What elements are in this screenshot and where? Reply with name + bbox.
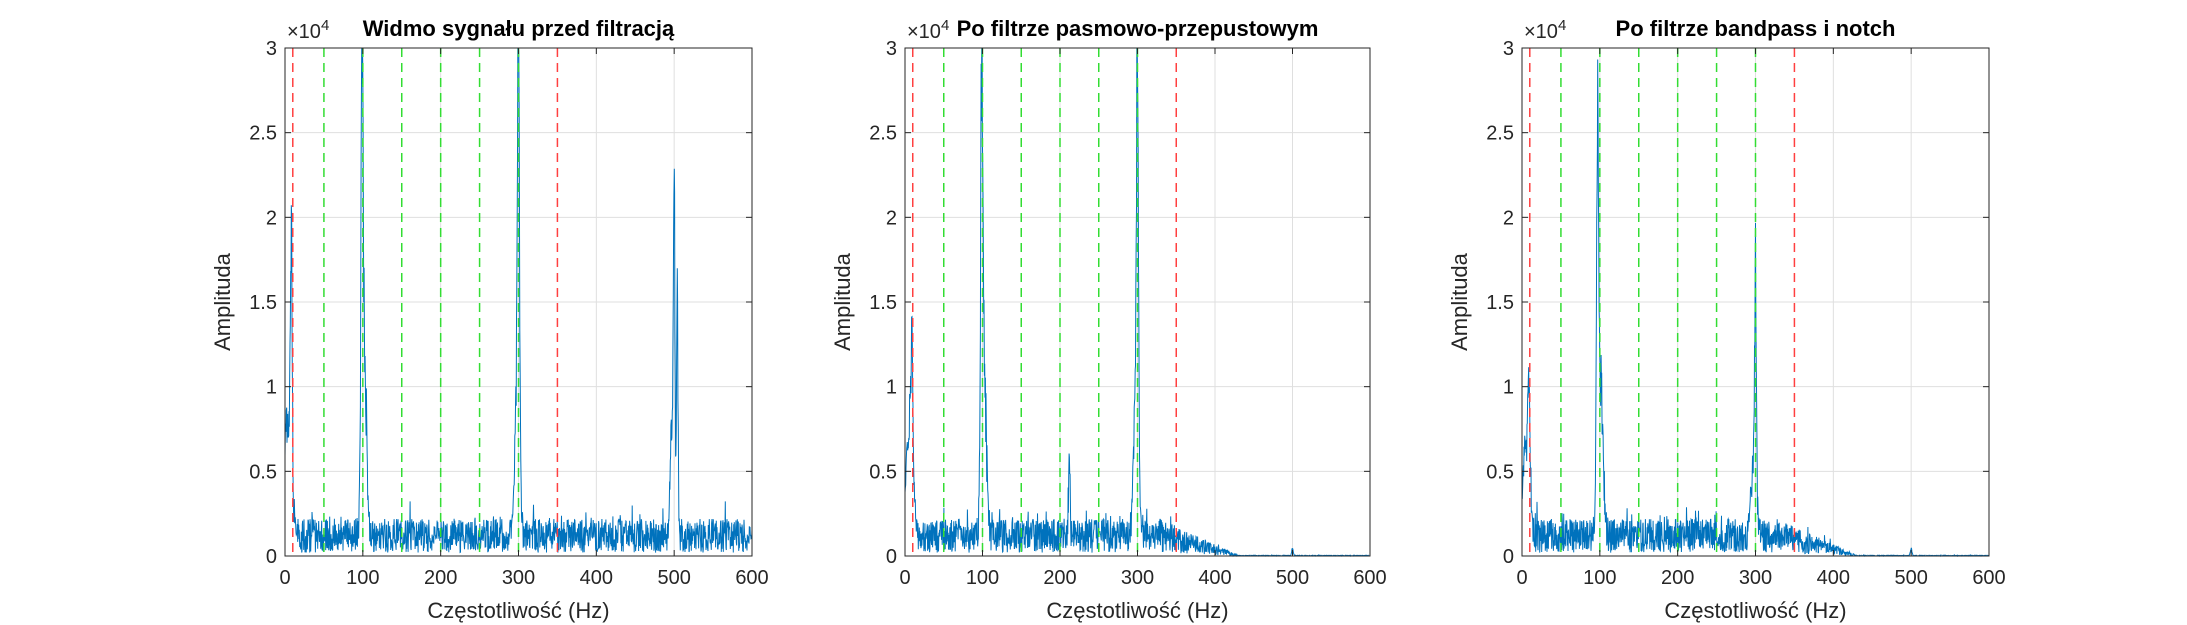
y-tick-label: 2 bbox=[1503, 207, 1514, 229]
y-tick-label: 1.5 bbox=[1486, 292, 1514, 314]
chart-panel-1: 0 100 200 300 400 500 600 0 0.5 1 1.5 2 2.5 3 ×104 Widm… bbox=[210, 16, 769, 623]
x-tick-label: 500 bbox=[1894, 567, 1927, 589]
signal-spectrum-line bbox=[904, 47, 1371, 558]
x-tick-label: 400 bbox=[580, 567, 613, 589]
y-axis-label: Amplituda bbox=[210, 252, 235, 351]
y-tick-label: 1.5 bbox=[249, 292, 277, 314]
y-tick-label: 2 bbox=[266, 207, 277, 229]
x-tick-label: 200 bbox=[1661, 567, 1694, 589]
y-tick-label: 2.5 bbox=[869, 123, 897, 145]
chart-title: Po filtrze pasmowo-przepustowym bbox=[957, 16, 1319, 41]
signal-spectrum-line bbox=[1521, 59, 1990, 558]
y-tick-label: 3 bbox=[886, 38, 897, 60]
y-tick-label: 0.5 bbox=[1486, 461, 1514, 483]
y-tick-label: 3 bbox=[266, 38, 277, 60]
x-tick-label: 500 bbox=[657, 567, 690, 589]
y-tick-label: 0 bbox=[886, 546, 897, 568]
x-tick-label: 0 bbox=[899, 567, 910, 589]
y-exponent-power: 4 bbox=[321, 17, 329, 34]
y-tick-label: 0.5 bbox=[869, 461, 897, 483]
y-exponent-label: ×104 bbox=[287, 17, 329, 43]
y-tick-label: 1 bbox=[886, 377, 897, 399]
x-tick-label: 0 bbox=[1516, 567, 1527, 589]
x-tick-label: 300 bbox=[502, 567, 535, 589]
y-tick-label: 3 bbox=[1503, 38, 1514, 60]
y-tick-label: 2.5 bbox=[249, 123, 277, 145]
y-tick-label: 0 bbox=[266, 546, 277, 568]
x-axis-label: Częstotliwość (Hz) bbox=[427, 598, 609, 623]
x-tick-label: 300 bbox=[1739, 567, 1772, 589]
x-tick-label: 200 bbox=[1043, 567, 1076, 589]
x-tick-label: 100 bbox=[346, 567, 379, 589]
y-tick-label: 1 bbox=[266, 377, 277, 399]
x-tick-label: 100 bbox=[1583, 567, 1616, 589]
chart-title: Widmo sygnału przed filtracją bbox=[363, 16, 675, 41]
y-exponent-power: 4 bbox=[941, 17, 949, 34]
x-tick-label: 300 bbox=[1121, 567, 1154, 589]
y-exponent-label: ×104 bbox=[1524, 17, 1566, 43]
y-axis-label: Amplituda bbox=[830, 252, 855, 351]
x-tick-label: 200 bbox=[424, 567, 457, 589]
x-tick-label: 100 bbox=[966, 567, 999, 589]
y-exponent-label: ×104 bbox=[907, 17, 949, 43]
chart-title: Po filtrze bandpass i notch bbox=[1616, 16, 1896, 41]
y-exponent-power: 4 bbox=[1558, 17, 1566, 34]
y-axis-label: Amplituda bbox=[1447, 252, 1472, 351]
y-tick-label: 2 bbox=[886, 207, 897, 229]
y-tick-label: 0.5 bbox=[249, 461, 277, 483]
y-tick-label: 1.5 bbox=[869, 292, 897, 314]
y-tick-label: 1 bbox=[1503, 377, 1514, 399]
y-tick-label: 0 bbox=[1503, 546, 1514, 568]
x-axis-label: Częstotliwość (Hz) bbox=[1664, 598, 1846, 623]
chart-panel-3: 0 100 200 300 400 500 600 0 0.5 1 1.5 2 2.5 3 ×104 Po f… bbox=[1447, 16, 2006, 623]
x-tick-label: 600 bbox=[735, 567, 768, 589]
x-tick-label: 600 bbox=[1972, 567, 2005, 589]
x-tick-label: 500 bbox=[1276, 567, 1309, 589]
chart-panel-2: 0 100 200 300 400 500 600 0 0.5 1 1.5 2 2.5 3 ×104 Po f… bbox=[830, 16, 1387, 623]
x-tick-label: 600 bbox=[1353, 567, 1386, 589]
x-tick-label: 400 bbox=[1817, 567, 1850, 589]
y-tick-label: 2.5 bbox=[1486, 123, 1514, 145]
x-axis-label: Częstotliwość (Hz) bbox=[1046, 598, 1228, 623]
x-tick-label: 0 bbox=[279, 567, 290, 589]
x-tick-label: 400 bbox=[1198, 567, 1231, 589]
